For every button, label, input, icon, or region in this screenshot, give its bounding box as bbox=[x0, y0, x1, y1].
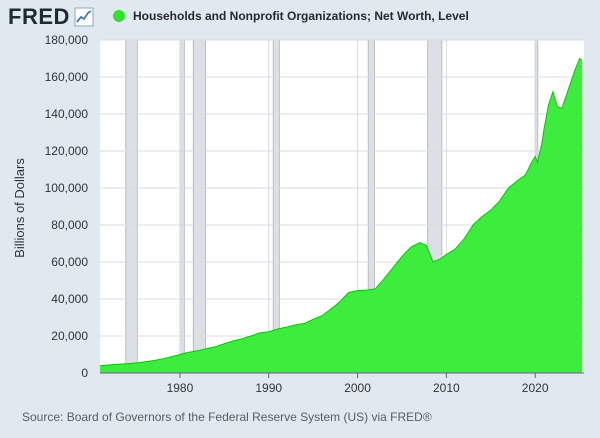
y-tick-label: 0 bbox=[81, 366, 88, 380]
recession-band bbox=[272, 39, 280, 374]
logo-text: FRED bbox=[8, 4, 70, 29]
fred-chart-icon bbox=[74, 7, 94, 27]
x-tick-label: 2010 bbox=[433, 381, 460, 395]
y-tick-label: 20,000 bbox=[51, 329, 88, 343]
series-area bbox=[99, 57, 583, 373]
y-tick-label: 140,000 bbox=[45, 107, 89, 121]
series-line bbox=[99, 57, 583, 367]
y-tick-label: 100,000 bbox=[45, 181, 89, 195]
y-axis-label: Billions of Dollars bbox=[12, 158, 27, 258]
recession-band bbox=[192, 39, 207, 374]
recession-band bbox=[125, 39, 138, 374]
y-tick-label: 180,000 bbox=[45, 33, 89, 47]
axes: 0 20,000 40,000 60,000 80,000 100,000 120,000 1… bbox=[45, 33, 584, 395]
series-area-fill bbox=[100, 58, 583, 373]
recession-band bbox=[179, 39, 185, 374]
y-tick-label: 40,000 bbox=[51, 292, 88, 306]
x-tick-label: 1990 bbox=[255, 381, 282, 395]
legend-color-swatch bbox=[113, 10, 125, 22]
x-tick-label: 1980 bbox=[167, 381, 194, 395]
source-note: Source: Board of Governors of the Federa… bbox=[22, 410, 432, 424]
legend: Households and Nonprofit Organizations; … bbox=[113, 9, 469, 23]
fred-logo[interactable]: FRED bbox=[8, 4, 94, 30]
x-tick-label: 2020 bbox=[522, 381, 549, 395]
y-tick-label: 160,000 bbox=[45, 70, 89, 84]
x-tick-label: 2000 bbox=[344, 381, 371, 395]
legend-label: Households and Nonprofit Organizations; … bbox=[133, 9, 469, 23]
y-tick-label: 80,000 bbox=[51, 218, 88, 232]
y-tick-label: 120,000 bbox=[45, 144, 89, 158]
y-tick-label: 60,000 bbox=[51, 255, 88, 269]
